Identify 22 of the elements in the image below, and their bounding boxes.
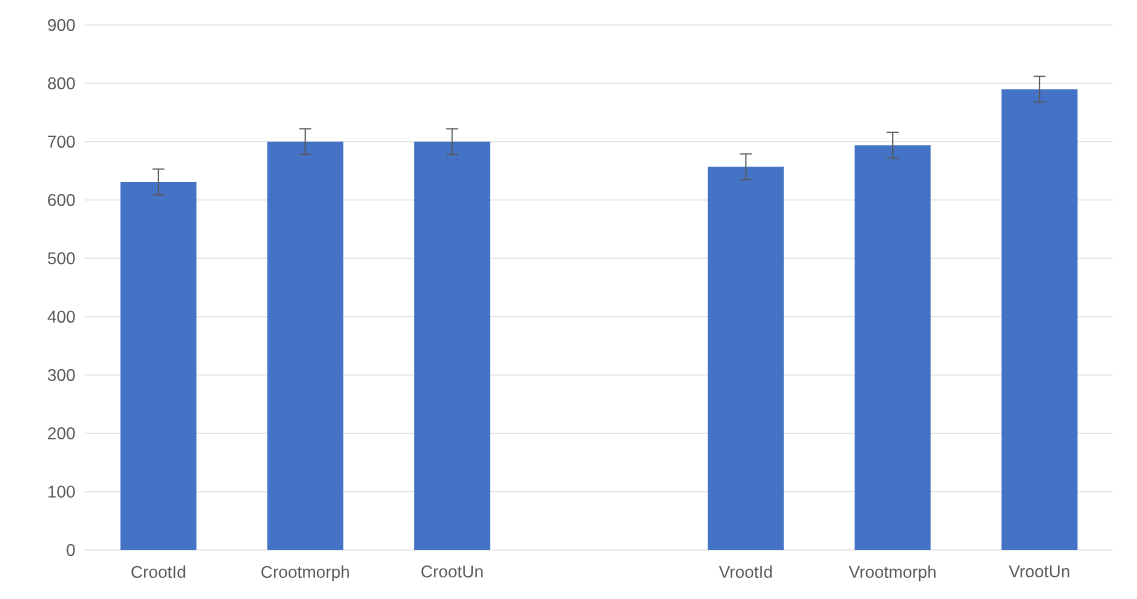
bar bbox=[1001, 89, 1078, 550]
y-tick-label: 100 bbox=[48, 485, 75, 498]
bar bbox=[707, 166, 784, 550]
y-tick-label: 200 bbox=[48, 427, 75, 440]
bar bbox=[414, 141, 491, 550]
bar bbox=[854, 145, 931, 550]
x-tick-label: VrootId bbox=[718, 565, 772, 578]
y-tick-label: 300 bbox=[47, 368, 75, 381]
x-tick-label: Crootmorph bbox=[261, 565, 349, 582]
x-tick-label: Vrootmorph bbox=[848, 565, 936, 582]
y-tick-label: 700 bbox=[48, 135, 75, 148]
y-tick-label: 600 bbox=[48, 193, 75, 206]
y-tick-label: 0 bbox=[66, 543, 75, 556]
y-tick-label: 800 bbox=[47, 77, 75, 90]
bar bbox=[267, 141, 344, 550]
y-tick-label: 500 bbox=[47, 252, 75, 265]
x-tick-label: CrootId bbox=[131, 565, 186, 578]
bar bbox=[120, 181, 197, 550]
y-tick-label: 400 bbox=[47, 310, 75, 323]
x-tick-label: VrootUn bbox=[1008, 565, 1070, 578]
x-tick-label: CrootUn bbox=[421, 565, 483, 578]
y-tick-label: 900 bbox=[48, 18, 75, 31]
